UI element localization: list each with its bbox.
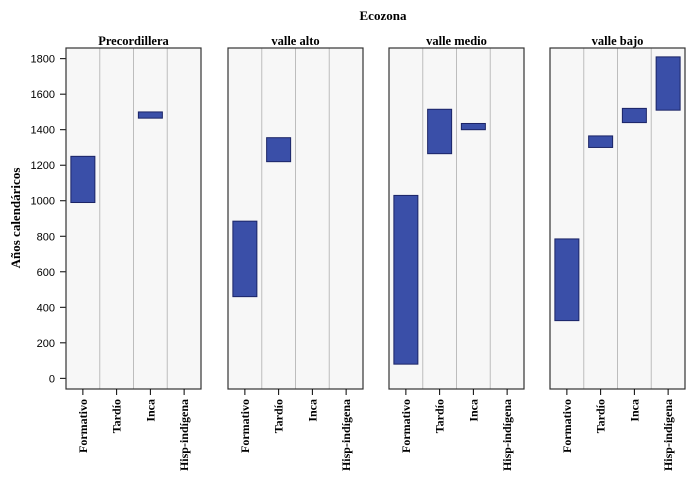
range-bar <box>70 155 96 204</box>
x-tick-label: Inca <box>466 399 480 422</box>
y-tick-label: 1200 <box>31 160 55 172</box>
x-tick-label: Hisp-indígena <box>500 399 514 471</box>
range-bar <box>554 238 580 322</box>
panel-title: valle bajo <box>592 34 644 48</box>
x-tick-label: Formativo <box>560 399 574 453</box>
panel-frame <box>65 47 202 390</box>
range-bar <box>393 194 419 365</box>
range-bar <box>137 111 163 119</box>
panel-frame <box>388 47 525 390</box>
chart-title: Ecozona <box>360 8 407 23</box>
range-bar <box>621 107 647 124</box>
y-tick-label: 800 <box>37 231 55 243</box>
range-bar <box>588 135 614 148</box>
y-tick-label: 1400 <box>31 125 55 137</box>
y-axis: 0 200 400 600 800 1000 1200 1400 1600 1800 <box>31 54 66 385</box>
y-tick-label: 200 <box>37 338 55 350</box>
range-bar <box>655 56 681 111</box>
panel: valle bajo Formativo Tardío Inca Hisp-indíge… <box>549 34 686 471</box>
x-tick-label: Hisp-indígena <box>339 399 353 471</box>
panel-title: Precordillera <box>98 34 169 48</box>
x-tick-label: Hisp-indígena <box>177 399 191 471</box>
panel: Precordillera Formativo Tardío Inca Hisp-ind… <box>65 34 202 471</box>
y-tick-label: 1000 <box>31 196 55 208</box>
y-axis-label: Años calendáricos <box>8 168 23 269</box>
range-bar <box>460 122 486 131</box>
x-tick-label: Inca <box>627 399 641 422</box>
panel-title: valle medio <box>426 34 487 48</box>
y-tick-label: 400 <box>37 302 55 314</box>
x-tick-label: Formativo <box>399 399 413 453</box>
range-bar <box>427 108 453 155</box>
x-tick-label: Hisp-indígena <box>661 399 675 471</box>
panel-frame <box>227 47 364 390</box>
x-tick-label: Tardío <box>433 399 447 433</box>
panel: valle medio Formativo Tardío Inca Hisp-indíg… <box>388 34 525 471</box>
y-tick-label: 1600 <box>31 89 55 101</box>
y-tick-label: 1800 <box>31 54 55 66</box>
x-tick-label: Formativo <box>76 399 90 453</box>
y-tick-label: 600 <box>37 267 55 279</box>
panel: valle alto Formativo Tardío Inca Hisp-indíge… <box>227 34 364 471</box>
x-tick-label: Tardío <box>110 399 124 433</box>
x-tick-label: Inca <box>305 399 319 422</box>
range-bar <box>266 137 292 163</box>
x-tick-label: Inca <box>143 399 157 422</box>
x-tick-label: Formativo <box>238 399 252 453</box>
panel-title: valle alto <box>271 34 319 48</box>
panel-frame <box>549 47 686 390</box>
x-tick-label: Tardío <box>594 399 608 433</box>
x-tick-label: Tardío <box>272 399 286 433</box>
y-tick-label: 0 <box>49 373 55 385</box>
range-bar <box>232 220 258 298</box>
panels: Precordillera Formativo Tardío Inca Hisp-ind… <box>65 34 686 471</box>
